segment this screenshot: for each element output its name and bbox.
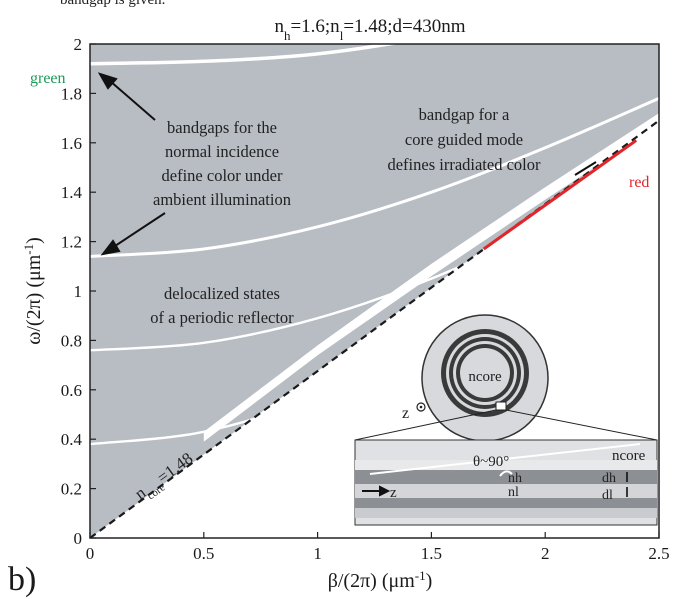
layer-nh-1 xyxy=(355,470,657,484)
fiber-core xyxy=(460,348,510,398)
x-tick-label: 0.5 xyxy=(193,544,214,563)
bandgap-curve xyxy=(90,44,400,66)
arrowhead-green xyxy=(97,72,118,90)
y-tick-label: 0.6 xyxy=(61,381,82,400)
y-tick-label: 0 xyxy=(74,529,83,548)
green-label: green xyxy=(30,70,66,87)
x-tick-label: 1 xyxy=(313,544,322,563)
layer-core-edge xyxy=(355,460,657,470)
angle-label: θ~90° xyxy=(473,454,509,470)
arrow-to-lower-gap xyxy=(111,212,166,249)
bandgap-curve xyxy=(90,96,659,258)
annot-core-line-2: core guided mode xyxy=(405,130,523,149)
y-tick-label: 1 xyxy=(74,282,83,301)
z-direction-icon xyxy=(416,402,426,412)
core-arrow xyxy=(574,161,597,176)
y-tick-label: 0.8 xyxy=(61,331,82,350)
layer-zoom-inset: θ~90° ncore nh nl dh dl z xyxy=(354,439,658,526)
annot-deloc-line-2: of a periodic reflector xyxy=(150,308,294,327)
y-axis-label: ω/(2π) (μm-1) xyxy=(21,237,46,345)
y-tick-label: 1.2 xyxy=(61,233,82,252)
layer-nl-2 xyxy=(355,508,657,518)
fiber-core-label: ncore xyxy=(468,369,502,385)
bandgap-curve xyxy=(90,166,659,352)
angle-arc xyxy=(499,470,513,477)
z-arrow-head xyxy=(379,485,391,497)
zoom-line-right xyxy=(505,409,658,441)
dh-label: dh xyxy=(602,471,616,486)
annotation-normal-incidence: bandgaps for the normal incidence define… xyxy=(153,118,291,209)
chart-title: nh=1.6;nl=1.48;d=430nm xyxy=(274,16,465,43)
annot-normal-line-4: ambient illumination xyxy=(153,190,291,209)
arrowhead-lower xyxy=(100,239,121,256)
zoom-z-label: z xyxy=(390,485,397,501)
zoom-line-left xyxy=(354,409,497,441)
arrow-to-red-mode xyxy=(574,161,597,176)
zoom-core-label: ncore xyxy=(612,448,646,464)
panel-label: b) xyxy=(8,561,36,598)
fiber-inset: ncore z xyxy=(354,314,658,442)
y-tick-label: 1.4 xyxy=(61,183,83,202)
annot-normal-line-3: define color under xyxy=(162,166,283,185)
y-tick-label: 0.4 xyxy=(61,430,83,449)
x-tick-label: 2 xyxy=(541,544,550,563)
layer-nl-1 xyxy=(355,484,657,498)
z-direction-dot xyxy=(419,405,423,409)
x-tick-label: 2.5 xyxy=(648,544,669,563)
edge-band xyxy=(203,113,659,442)
z-arrow xyxy=(362,485,391,497)
y-tick-label: 0.2 xyxy=(61,480,82,499)
red-label: red xyxy=(629,174,649,191)
annot-normal-line-2: normal incidence xyxy=(165,142,279,161)
guided-ray xyxy=(369,443,641,475)
y-tick-label: 2 xyxy=(74,35,83,54)
layer-nh-2 xyxy=(355,498,657,508)
nl-label: nl xyxy=(508,485,519,500)
zoom-box xyxy=(495,401,507,411)
dl-label: dl xyxy=(602,488,613,503)
x-tick-label: 0 xyxy=(86,544,95,563)
annot-core-line-3: defines irradiated color xyxy=(387,155,541,174)
inset-z-label: z xyxy=(402,405,409,422)
annot-core-line-1: bandgap for a xyxy=(419,105,510,124)
red-mode-line xyxy=(482,139,638,251)
arrow-to-green-gap xyxy=(109,80,156,121)
nh-label: nh xyxy=(508,471,522,486)
y-tick-label: 1.8 xyxy=(61,84,82,103)
annotation-core-mode: bandgap for a core guided mode defines i… xyxy=(387,105,541,174)
annot-normal-line-1: bandgaps for the xyxy=(167,118,277,137)
y-tick-label: 1.6 xyxy=(61,134,82,153)
annotation-arrows xyxy=(97,72,166,256)
bandgap-curve xyxy=(90,215,659,446)
annot-deloc-line-1: delocalized states xyxy=(164,284,280,303)
annotation-delocalized: delocalized states of a periodic reflect… xyxy=(150,284,294,327)
x-axis-label: β/(2π) (μm-1) xyxy=(328,568,433,593)
x-tick-label: 1.5 xyxy=(421,544,442,563)
caption-fragment: bandgap is given. xyxy=(60,0,166,8)
